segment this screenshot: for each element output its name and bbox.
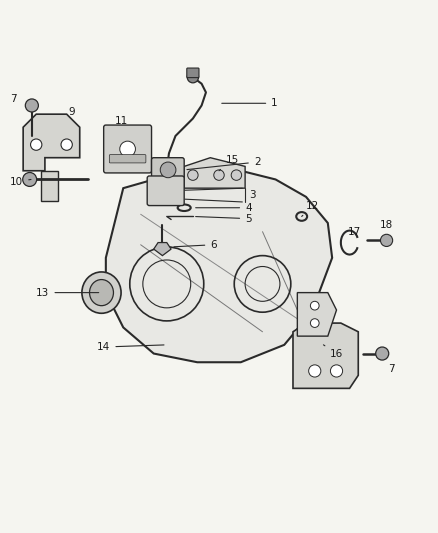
Circle shape (61, 139, 72, 150)
Text: 6: 6 (174, 240, 217, 250)
Text: 11: 11 (115, 116, 128, 126)
Circle shape (309, 365, 321, 377)
Text: 15: 15 (219, 155, 239, 171)
Text: 7: 7 (10, 94, 17, 104)
Text: 17: 17 (347, 227, 360, 237)
Polygon shape (184, 158, 245, 188)
Circle shape (330, 365, 343, 377)
Polygon shape (23, 114, 80, 171)
Circle shape (231, 170, 242, 180)
FancyBboxPatch shape (147, 176, 184, 206)
Circle shape (187, 71, 198, 83)
Circle shape (376, 347, 389, 360)
Polygon shape (41, 171, 58, 201)
Text: 3: 3 (250, 190, 256, 200)
Text: 16: 16 (323, 345, 343, 359)
Circle shape (311, 319, 319, 327)
Polygon shape (106, 171, 332, 362)
FancyBboxPatch shape (152, 158, 184, 182)
Circle shape (187, 170, 198, 180)
Text: 4: 4 (196, 203, 252, 213)
Polygon shape (154, 243, 171, 256)
Circle shape (381, 235, 392, 246)
FancyBboxPatch shape (187, 68, 199, 78)
Text: 7: 7 (388, 364, 395, 374)
Text: 2: 2 (187, 157, 261, 169)
Text: 1: 1 (222, 98, 278, 108)
Circle shape (23, 173, 37, 187)
FancyBboxPatch shape (110, 155, 146, 163)
Text: 18: 18 (380, 220, 393, 230)
Polygon shape (297, 293, 336, 336)
Circle shape (25, 99, 39, 112)
Circle shape (214, 170, 224, 180)
Ellipse shape (82, 272, 121, 313)
Text: 5: 5 (196, 214, 252, 224)
Ellipse shape (89, 279, 113, 305)
Text: 12: 12 (302, 200, 319, 216)
Circle shape (120, 141, 135, 157)
FancyBboxPatch shape (104, 125, 152, 173)
Text: 13: 13 (36, 288, 99, 297)
Text: 9: 9 (69, 107, 75, 117)
Circle shape (160, 162, 176, 177)
Polygon shape (293, 323, 358, 389)
Text: 10: 10 (10, 176, 31, 187)
Circle shape (31, 139, 42, 150)
Text: 14: 14 (97, 342, 164, 352)
Circle shape (311, 301, 319, 310)
